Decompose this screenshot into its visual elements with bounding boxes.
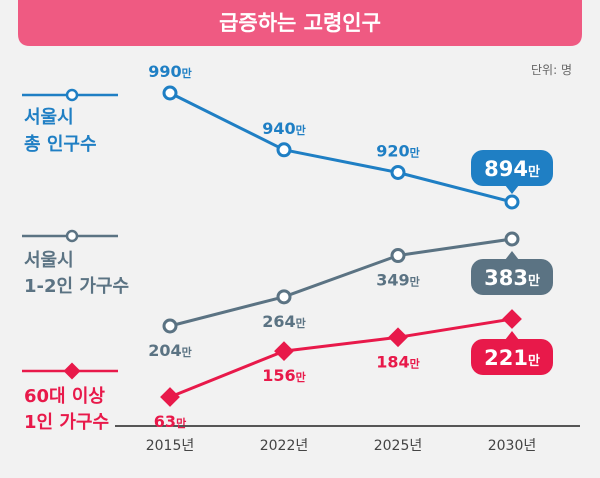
chart-title: 급증하는 고령인구 xyxy=(219,11,381,35)
data-label: 184만 xyxy=(376,352,420,371)
data-label: 221만 xyxy=(484,346,540,370)
data-point xyxy=(162,318,178,334)
data-label: 894만 xyxy=(484,157,540,181)
data-label: 920만 xyxy=(376,141,420,160)
x-tick-label: 2022년 xyxy=(260,438,309,454)
value-badge-tail xyxy=(505,185,519,194)
value-badge-tail xyxy=(505,331,519,340)
data-point xyxy=(160,387,180,407)
data-label: 264만 xyxy=(262,312,306,331)
data-point xyxy=(504,194,520,210)
data-point xyxy=(502,309,522,329)
data-point xyxy=(504,231,520,247)
series-line xyxy=(169,91,513,204)
legend-small-households: 서울시 1-2인 가구수 xyxy=(22,229,129,297)
data-point xyxy=(274,341,294,361)
legend-total-population: 서울시 총 인구수 xyxy=(22,88,118,155)
data-label: 63만 xyxy=(154,412,186,431)
legend-label: 총 인구수 xyxy=(24,134,97,155)
x-tick-label: 2030년 xyxy=(488,438,537,454)
data-label: 940만 xyxy=(262,119,306,138)
data-point xyxy=(390,248,406,264)
data-point xyxy=(276,142,292,158)
x-tick-label: 2015년 xyxy=(146,438,195,454)
legend-label: 1-2인 가구수 xyxy=(24,276,129,297)
legend-marker xyxy=(65,88,79,102)
data-point xyxy=(388,327,408,348)
legend-label: 서울시 xyxy=(24,250,74,271)
series-line xyxy=(169,237,513,328)
data-label: 990만 xyxy=(148,62,192,81)
value-badge xyxy=(471,150,553,186)
legend-marker xyxy=(65,229,79,243)
x-tick-label: 2025년 xyxy=(374,438,423,454)
value-badge xyxy=(471,339,553,375)
series-line xyxy=(169,317,513,399)
data-point xyxy=(276,289,292,305)
value-badge xyxy=(471,259,553,295)
legend-label: 1인 가구수 xyxy=(24,412,109,433)
legend-label: 서울시 xyxy=(24,107,74,128)
value-badge-tail xyxy=(505,251,519,260)
data-label: 383만 xyxy=(484,266,540,290)
data-point xyxy=(390,164,406,180)
chart-marks: 990만 940만 920만 894만 204만 264만 349만 383만 63만 156만 1… xyxy=(148,62,553,431)
data-label: 156만 xyxy=(262,366,306,385)
legend-marker xyxy=(63,362,81,380)
title-bar xyxy=(18,0,582,46)
data-label: 204만 xyxy=(148,341,192,360)
data-point xyxy=(162,85,178,101)
data-label: 349만 xyxy=(376,271,420,290)
legend-label: 60대 이상 xyxy=(24,386,105,407)
legend-senior-single-households: 60대 이상 1인 가구수 xyxy=(22,362,118,433)
unit-label: 단위: 명 xyxy=(531,63,572,77)
